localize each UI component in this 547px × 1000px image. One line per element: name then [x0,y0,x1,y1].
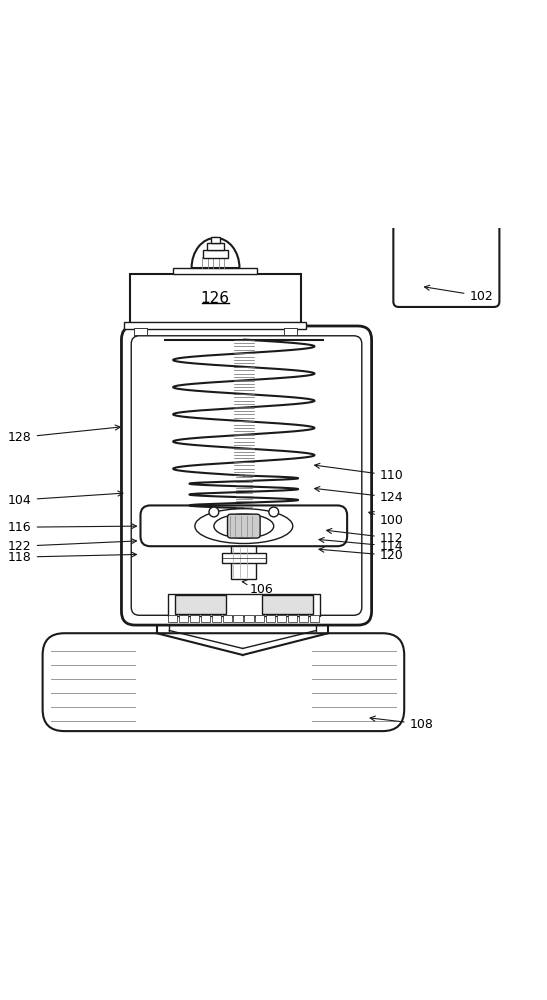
Bar [212,615,221,622]
Text: 116: 116 [8,521,136,534]
Bar [234,615,243,622]
Bar [310,615,319,622]
FancyBboxPatch shape [43,633,404,731]
Bar [245,615,254,622]
Text: 106: 106 [242,580,273,596]
Bar [174,595,226,614]
FancyBboxPatch shape [141,505,347,546]
Bar [222,553,266,563]
Text: 122: 122 [8,539,136,553]
Text: 104: 104 [8,491,123,506]
Bar [190,615,199,622]
FancyBboxPatch shape [131,336,362,615]
Bar [262,595,313,614]
Text: 120: 120 [319,547,404,562]
Text: 110: 110 [315,463,404,482]
Text: 100: 100 [369,512,404,527]
Bar [266,615,275,622]
Text: 128: 128 [8,425,120,444]
Bar [203,250,228,258]
Bar [168,594,320,616]
Bar [130,274,301,323]
Bar [207,243,224,250]
FancyBboxPatch shape [228,514,260,538]
Bar [179,615,188,622]
Ellipse shape [214,514,274,538]
Circle shape [269,507,278,517]
Bar [283,328,296,335]
Text: 108: 108 [370,716,434,731]
Text: 102: 102 [424,285,493,303]
Bar [223,615,232,622]
Bar [299,615,308,622]
Text: 114: 114 [319,537,403,553]
FancyBboxPatch shape [393,223,499,307]
Bar [231,546,257,579]
Bar [277,615,286,622]
Bar [168,615,177,622]
Bar [134,328,147,335]
Text: 118: 118 [8,551,136,564]
Circle shape [209,507,219,517]
Text: 112: 112 [327,528,403,545]
Text: 126: 126 [201,291,230,306]
Ellipse shape [195,509,293,544]
Bar [255,615,264,622]
Text: 124: 124 [315,487,403,504]
Bar [124,322,306,329]
Bar [173,268,258,274]
Bar [211,237,220,243]
FancyBboxPatch shape [121,326,371,625]
Bar [201,615,210,622]
Bar [288,615,297,622]
